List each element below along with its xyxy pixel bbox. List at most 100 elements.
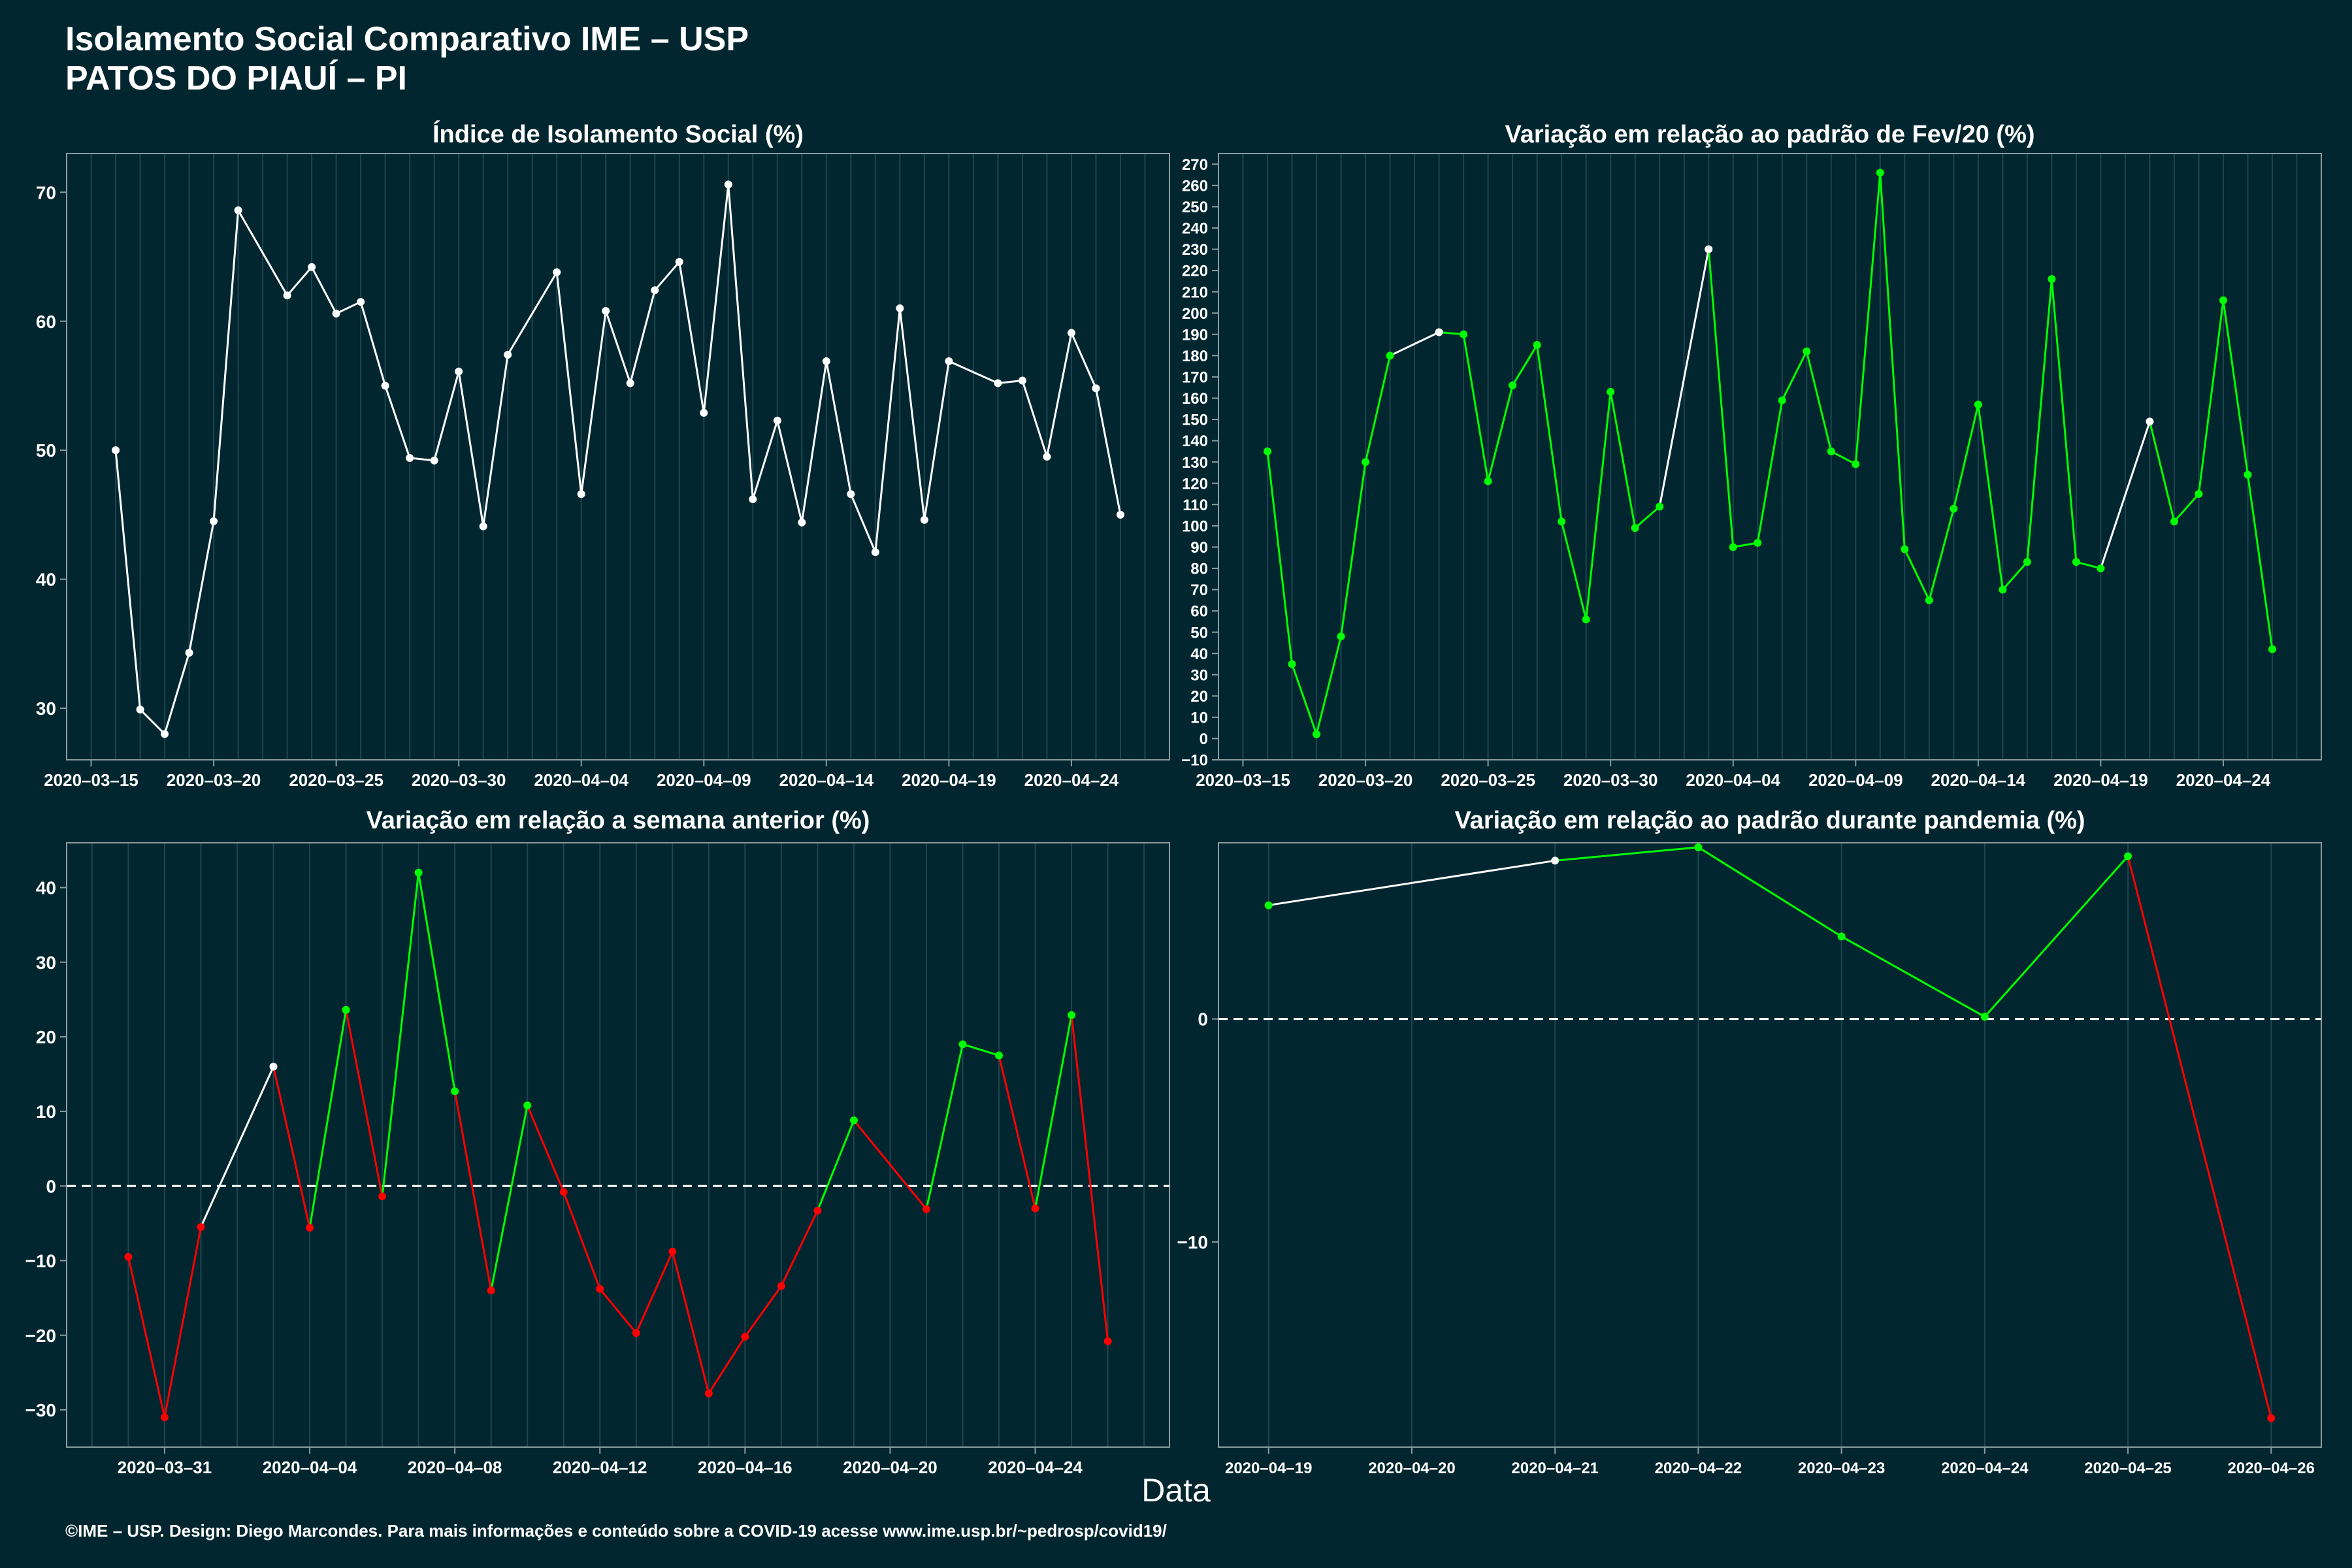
plot-border	[66, 842, 1170, 1448]
data-point	[430, 456, 438, 465]
y-tick-label: 50	[36, 440, 56, 461]
data-point	[2267, 1414, 2276, 1422]
data-point	[332, 309, 340, 318]
series-segment	[1805, 351, 1833, 452]
series-segment	[1389, 331, 1440, 357]
series-segment	[1094, 388, 1122, 515]
data-point	[2048, 275, 2056, 284]
data-point	[632, 1329, 640, 1337]
data-point	[798, 518, 806, 527]
series-segment	[654, 261, 680, 291]
data-point	[773, 416, 781, 425]
series-segment	[1034, 1015, 1073, 1209]
series-segment	[2099, 421, 2151, 569]
series-segment	[1268, 859, 1556, 907]
data-point	[342, 1005, 350, 1014]
data-point	[596, 1284, 604, 1293]
series-segment	[1511, 344, 1538, 386]
series-segment	[580, 310, 607, 495]
data-point	[160, 1413, 169, 1422]
x-tick-label: 2020–04–20	[1368, 1460, 1455, 1477]
y-tick-label: 40	[36, 570, 56, 590]
series-segment	[2197, 300, 2225, 495]
series-segment	[2222, 300, 2249, 475]
series-segment	[853, 1119, 928, 1210]
series-segment	[727, 184, 754, 500]
data-point	[504, 351, 512, 359]
x-tick-label: 2020–03–31	[118, 1458, 212, 1477]
series-segment	[635, 1251, 674, 1333]
data-point	[1362, 458, 1370, 466]
x-tick-label: 2020–04–14	[779, 770, 874, 790]
x-tick-label: 2020–04–24	[1941, 1460, 2029, 1477]
data-point	[1852, 460, 1860, 468]
data-point	[1068, 1011, 1076, 1019]
panel-title: Variação em relação a semana anterior (%…	[367, 807, 870, 834]
data-point	[1901, 545, 1909, 553]
data-point	[553, 268, 561, 276]
data-point	[822, 357, 830, 365]
series-segment	[526, 1105, 565, 1193]
data-point	[1837, 932, 1846, 941]
x-tick-label: 2020–04–04	[534, 770, 629, 790]
y-tick-label: 0	[46, 1176, 56, 1196]
series-segment	[1555, 846, 1699, 862]
data-point	[1288, 660, 1296, 668]
series-segment	[925, 1044, 964, 1210]
x-tick-label: 2020–04–12	[553, 1458, 647, 1477]
x-tick-label: 2020–03–30	[412, 770, 506, 790]
x-tick-label: 2020–04–14	[1931, 770, 2026, 790]
x-tick-label: 2020–03–20	[167, 770, 261, 790]
data-point	[1803, 347, 1811, 355]
data-point	[1551, 857, 1560, 865]
footer-caption: ©IME – USP. Design: Diego Marcondes. Par…	[65, 1521, 1167, 1541]
series-segment	[457, 371, 485, 527]
series-segment	[874, 308, 901, 553]
series-segment	[751, 420, 779, 500]
y-tick-label: 120	[1182, 475, 1208, 493]
series-segment	[671, 1251, 710, 1394]
series-segment	[1781, 351, 1808, 401]
y-tick-label: 160	[1182, 390, 1208, 408]
y-tick-label: 250	[1182, 199, 1208, 216]
x-tick-label: 2020–03–30	[1563, 770, 1658, 790]
y-tick-label: 60	[1190, 603, 1208, 621]
series-segment	[163, 652, 190, 734]
panel-title: Índice de Isolamento Social (%)	[433, 120, 804, 148]
data-point	[124, 1252, 133, 1261]
series-segment	[825, 361, 852, 495]
series-segment	[310, 267, 337, 314]
y-tick-label: 40	[1190, 645, 1208, 663]
y-tick-label: 30	[1190, 666, 1208, 684]
data-point	[1043, 453, 1051, 461]
series-segment	[2050, 278, 2078, 563]
series-segment	[604, 310, 632, 384]
data-point	[2195, 489, 2203, 498]
data-point	[1778, 396, 1786, 404]
data-point	[1386, 351, 1394, 360]
x-tick-label: 2020–04–24	[1024, 770, 1119, 790]
data-point	[1509, 381, 1517, 389]
data-point	[559, 1188, 568, 1196]
series-segment	[490, 1105, 529, 1291]
data-point	[136, 705, 144, 713]
x-tick-label: 2020–03–20	[1318, 770, 1413, 790]
series-segment	[384, 385, 411, 459]
data-point	[112, 446, 120, 455]
data-point	[2124, 852, 2132, 860]
data-point	[813, 1206, 822, 1215]
x-tick-label: 2020–04–09	[1808, 770, 1903, 790]
y-tick-label: −10	[1181, 752, 1208, 770]
series-segment	[1070, 1015, 1109, 1342]
x-tick-label: 2020–04–24	[988, 1458, 1083, 1477]
data-point	[406, 453, 414, 462]
series-segment	[237, 210, 288, 296]
data-point	[306, 1224, 314, 1232]
chart-title-line-2: PATOS DO PIAUÍ – PI	[65, 59, 407, 97]
plot-border	[1218, 153, 2322, 760]
data-point	[1980, 1013, 1989, 1021]
series-segment	[114, 449, 142, 710]
y-tick-label: −10	[1177, 1232, 1209, 1252]
series-segment	[1487, 385, 1514, 482]
data-point	[2244, 470, 2252, 479]
